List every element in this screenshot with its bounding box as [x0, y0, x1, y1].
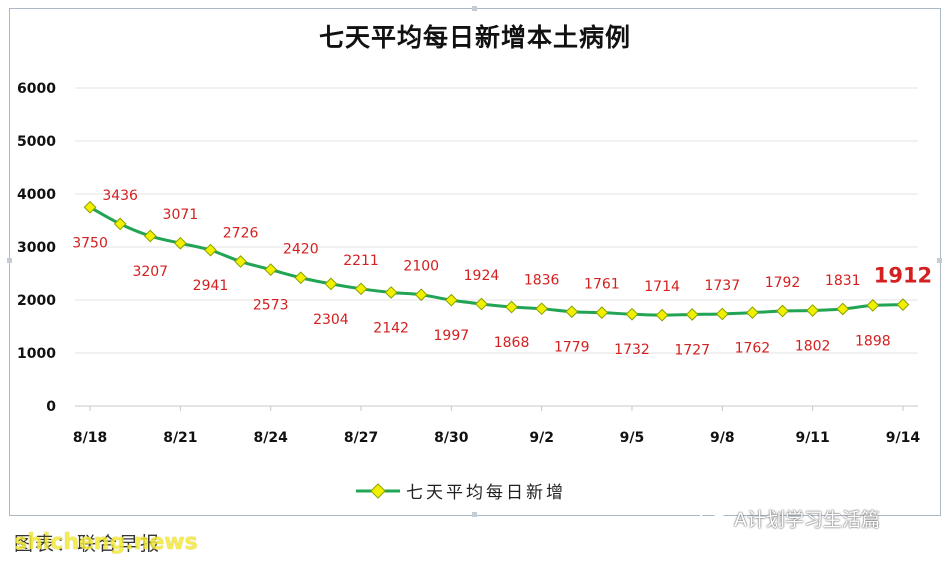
data-label: 1831 — [825, 273, 861, 289]
data-label: 1762 — [735, 341, 771, 357]
data-point — [83, 200, 97, 214]
data-label: 1898 — [855, 333, 891, 349]
wechat-label: A计划学习生活篇 — [734, 509, 880, 531]
y-tick-label: 4000 — [17, 187, 56, 203]
data-point — [625, 307, 639, 321]
data-point — [475, 297, 488, 311]
data-label: 2142 — [373, 320, 409, 336]
data-point — [595, 306, 609, 320]
data-label: 2100 — [403, 259, 439, 275]
series-line — [89, 205, 903, 317]
data-label: 3436 — [102, 188, 138, 204]
data-label: 2211 — [343, 253, 379, 269]
resize-handle-bottom[interactable] — [472, 512, 477, 517]
data-label: 1727 — [674, 342, 710, 358]
data-point — [565, 305, 579, 319]
site-watermark: shicheng.news — [14, 530, 198, 555]
data-point — [324, 277, 338, 291]
data-point — [715, 307, 729, 321]
data-point — [746, 306, 759, 319]
chart-frame — [9, 8, 941, 516]
x-tick-label: 8/24 — [254, 430, 289, 446]
y-tick-label: 2000 — [17, 293, 56, 309]
legend: 七天平均每日新增 — [356, 478, 566, 503]
data-point — [264, 263, 278, 276]
data-label: 1761 — [584, 277, 620, 293]
data-label: 1779 — [554, 340, 590, 356]
data-point — [414, 288, 428, 302]
y-tick-label: 6000 — [17, 81, 56, 97]
data-label: 1737 — [704, 278, 740, 294]
data-point — [505, 300, 518, 314]
x-tick-label: 9/8 — [710, 430, 735, 446]
data-label: 2726 — [223, 226, 259, 242]
data-point — [143, 229, 157, 243]
x-tick-label: 9/14 — [886, 430, 921, 446]
y-tick-label: 0 — [46, 399, 56, 415]
y-tick-label: 1000 — [17, 346, 56, 362]
resize-handle-top[interactable] — [472, 6, 477, 11]
data-point — [806, 304, 819, 317]
data-label: 1714 — [644, 279, 680, 295]
data-label: 1997 — [434, 328, 470, 344]
data-point — [836, 302, 850, 316]
x-tick-label: 8/27 — [344, 430, 378, 446]
legend-swatch — [356, 481, 400, 501]
data-point — [444, 293, 458, 307]
data-label: 2941 — [193, 278, 229, 294]
data-point — [535, 302, 549, 316]
data-label: 1912 — [874, 264, 932, 288]
chart-title: 七天平均每日新增本土病例 — [318, 23, 631, 52]
resize-handle-right[interactable] — [937, 258, 942, 263]
data-point — [866, 299, 880, 312]
x-tick-label: 9/5 — [620, 430, 645, 446]
data-label: 1802 — [795, 338, 831, 354]
data-point — [384, 286, 398, 299]
legend-label: 七天平均每日新增 — [406, 483, 566, 503]
x-tick-label: 9/11 — [795, 430, 829, 446]
data-point — [354, 282, 368, 296]
y-tick-label: 5000 — [17, 134, 56, 150]
data-label: 1836 — [524, 273, 560, 289]
x-tick-label: 8/30 — [434, 430, 469, 446]
data-point — [174, 236, 187, 250]
data-label: 1732 — [614, 342, 650, 358]
data-point — [685, 308, 699, 321]
data-label: 2304 — [313, 312, 349, 328]
wechat-icon — [700, 507, 728, 529]
wechat-watermark: A计划学习生活篇 — [700, 505, 880, 532]
data-point — [776, 304, 789, 318]
data-point — [204, 243, 217, 257]
data-label: 1924 — [464, 268, 500, 284]
x-tick-label: 9/2 — [529, 430, 554, 446]
x-tick-label: 8/18 — [73, 430, 107, 446]
data-point — [896, 298, 910, 312]
resize-handle-left[interactable] — [7, 258, 12, 263]
data-label: 2420 — [283, 242, 319, 258]
data-label: 1868 — [494, 335, 530, 351]
data-point — [234, 255, 247, 268]
data-label: 1792 — [765, 275, 801, 291]
data-label: 3750 — [72, 235, 108, 251]
data-point — [113, 217, 127, 231]
data-point — [655, 308, 669, 322]
data-point — [294, 271, 308, 285]
source-caption: 图表：联合早报 — [14, 533, 162, 555]
x-tick-label: 8/21 — [163, 430, 197, 446]
data-label: 2573 — [253, 298, 289, 314]
data-label: 3071 — [163, 207, 199, 223]
y-tick-label: 3000 — [17, 240, 56, 256]
data-label: 3207 — [132, 264, 168, 280]
